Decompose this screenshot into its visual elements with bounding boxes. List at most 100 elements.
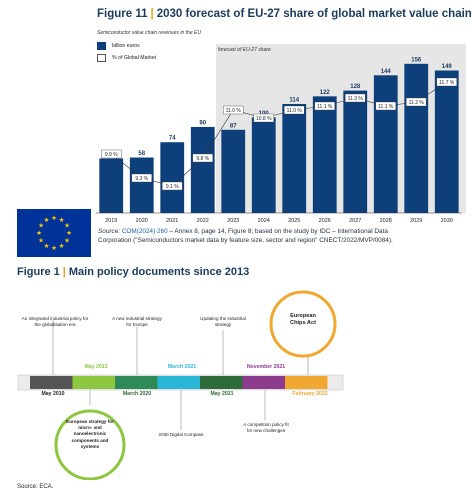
bar-2027 [343, 90, 368, 213]
bar-2029 [404, 63, 429, 214]
flag-star-icon: ★ [38, 222, 44, 230]
bar-value-label-2022: 90 [199, 120, 206, 126]
timeline-segment-2 [115, 376, 158, 389]
timeline-segment-6 [285, 376, 328, 389]
bar-2022 [190, 126, 215, 213]
date-may-2021: May 2021 [210, 391, 234, 397]
share-label-2022: 9.8 % [196, 156, 209, 162]
date-march-2021: March 2021 [167, 364, 197, 370]
timeline-segment-5 [242, 376, 285, 389]
x-tick-2024: 2024 [258, 218, 270, 224]
chart-subcaption: Semiconductor value chain revenues in th… [97, 30, 201, 36]
bar-chart: forecast of EU-27 share 579.9 %589.3 %74… [96, 44, 466, 224]
share-label-box-2029 [406, 97, 427, 107]
share-label-2023: 11.0 % [226, 108, 242, 114]
bar-2025 [282, 103, 307, 213]
date-may-2013: May 2013 [84, 364, 108, 370]
figure-1-title-text: Main policy documents since 2013 [68, 266, 250, 278]
bar-value-label-2020: 58 [138, 151, 145, 157]
share-label-2028: 11.1 % [378, 104, 394, 110]
doc-digital-compass: 2030 Digital Compass [158, 432, 204, 437]
bar-2024 [251, 117, 276, 213]
flag-star-icon: ★ [44, 216, 50, 224]
share-label-2030: 11.7 % [439, 80, 455, 86]
share-label-box-2023 [223, 105, 244, 115]
flag-star-icon: ★ [66, 229, 72, 237]
flag-star-icon: ★ [59, 216, 65, 224]
bar-2026 [312, 96, 337, 213]
bar-2023 [221, 129, 246, 213]
policy-timeline [17, 290, 344, 480]
timeline-segment-0 [30, 376, 73, 389]
figure-title-text: 2030 forecast of EU-27 share of global m… [156, 8, 472, 20]
timeline-segment-3 [157, 376, 200, 389]
x-tick-2019: 2019 [105, 218, 117, 224]
bar-value-label-2023: 87 [230, 123, 237, 129]
bar-value-label-2026: 122 [320, 90, 331, 96]
source-rest-line1: – Annex 8, page 14, Figure 8; based on t… [167, 228, 388, 235]
x-tick-2026: 2026 [319, 218, 331, 224]
date-may-2010: May 2010 [41, 391, 65, 397]
bar-value-label-2028: 144 [381, 69, 392, 75]
flag-star-icon: ★ [64, 237, 70, 245]
bar-value-label-2029: 156 [411, 57, 422, 63]
date-march-2020: March 2020 [122, 391, 152, 397]
flag-star-icon: ★ [36, 229, 42, 237]
chips-act-circle [269, 290, 337, 358]
share-label-2019: 9.9 % [105, 152, 118, 158]
share-label-box-2028 [375, 101, 396, 111]
x-tick-2023: 2023 [227, 218, 239, 224]
share-label-2020: 9.3 % [135, 176, 148, 182]
share-label-box-2026 [314, 101, 335, 111]
doc-european-chips-act: European Chips Act [290, 313, 316, 326]
x-tick-2028: 2028 [380, 218, 392, 224]
figure-1-title: Figure 1 | Main policy documents since 201… [17, 266, 249, 278]
x-tick-2027: 2027 [349, 218, 361, 224]
title-separator: | [150, 8, 154, 20]
share-label-box-2022 [192, 153, 213, 163]
flag-star-icon: ★ [51, 214, 57, 222]
bar-value-label-2027: 128 [350, 84, 361, 90]
bar-2030 [434, 70, 459, 213]
share-label-box-2030 [436, 77, 457, 87]
share-label-2029: 11.2 % [409, 100, 425, 106]
x-tick-2030: 2030 [441, 218, 453, 224]
source-link[interactable]: COM(2024) 260 [121, 228, 168, 235]
share-label-box-2021 [162, 181, 183, 191]
share-label-box-2025 [284, 105, 305, 115]
legend-entry-bars: billion euros [97, 42, 156, 50]
share-label-box-2020 [131, 173, 152, 183]
legend-label-line: % of Global Market [112, 55, 157, 61]
x-tick-2025: 2025 [288, 218, 300, 224]
bar-2019 [99, 158, 124, 213]
share-label-box-2024 [253, 113, 274, 123]
bar-value-label-2025: 114 [289, 97, 299, 103]
legend-entry-line: % of Global Market [97, 54, 156, 62]
x-tick-2020: 2020 [136, 218, 148, 224]
forecast-label: forecast of EU-27 share [218, 47, 271, 53]
share-label-2025: 11.0 % [287, 108, 303, 114]
share-label-2024: 10.8 % [256, 116, 272, 122]
doc-updating-industrial-strategy: Updating the industrial strategy [200, 316, 246, 327]
doc-micro-nano-strategy: European strategy for micro- and nanoele… [66, 419, 114, 449]
bar-value-label-2021: 74 [169, 136, 176, 142]
doc-competition-policy: A competition policy fit for new challen… [243, 422, 289, 433]
flag-star-icon: ★ [38, 237, 44, 245]
flag-star-icon: ★ [51, 244, 57, 252]
figure-11-title: Figure 11 | 2030 forecast of EU-27 share o… [97, 8, 472, 20]
x-tick-2021: 2021 [166, 218, 178, 224]
bar-2020 [129, 157, 154, 213]
share-label-box-2027 [345, 93, 366, 103]
micro-nano-strategy-circle [54, 409, 126, 480]
legend-swatch-line [97, 54, 106, 62]
share-label-2027: 11.3 % [348, 96, 364, 102]
doc-integrated-industrial-policy: An integrated industrial policy for the … [21, 316, 89, 327]
date-february-2022: February 2022 [292, 391, 328, 397]
timeline-segment-1 [72, 376, 115, 389]
chart-source: Source: COM(2024) 260 – Annex 8, page 14… [98, 227, 468, 245]
source-line2: Corporation ("Semiconductors market data… [98, 237, 393, 244]
share-label-2021: 9.1 % [166, 184, 179, 190]
source-prefix: Source: [98, 228, 121, 235]
eu-flag-icon: ★ ★★★★★★★★★★★ [17, 209, 91, 257]
timeline-segment-4 [200, 376, 243, 389]
